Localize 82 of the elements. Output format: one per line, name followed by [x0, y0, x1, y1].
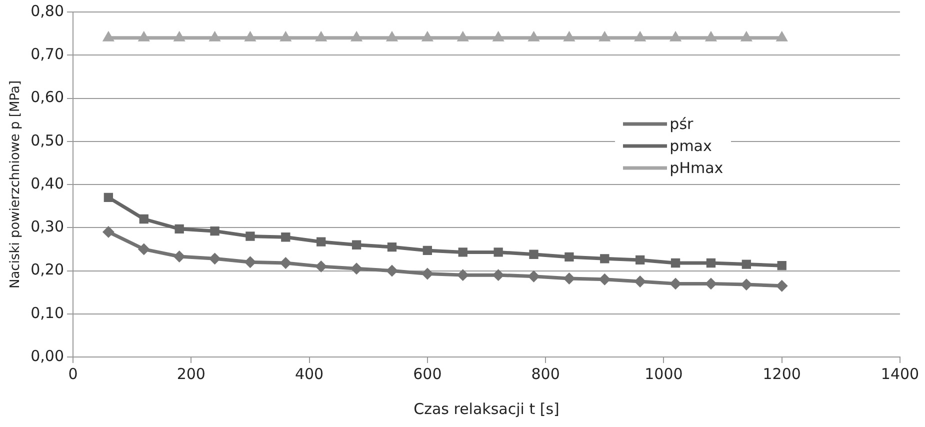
y-tick-label: 0,60	[30, 88, 64, 106]
x-tick-label: 800	[531, 364, 560, 383]
point	[636, 255, 645, 265]
point	[528, 271, 540, 282]
point	[174, 251, 185, 262]
y-tick-label: 0,40	[30, 174, 64, 192]
y-tick-label: 0,70	[30, 45, 64, 64]
point	[564, 32, 574, 42]
point	[280, 258, 291, 268]
point	[387, 242, 397, 252]
point	[386, 266, 398, 276]
legend-label: pmax	[670, 136, 712, 155]
x-tick-label: 1000	[644, 364, 683, 383]
x-tick-label: 0	[68, 364, 78, 383]
point	[670, 278, 681, 289]
point	[316, 261, 326, 272]
point	[742, 260, 751, 269]
point	[210, 32, 220, 42]
point	[316, 237, 326, 246]
x-tick-label: 600	[413, 364, 442, 383]
point	[564, 252, 574, 262]
point	[706, 32, 716, 42]
point	[138, 244, 150, 254]
point	[600, 32, 610, 42]
point	[104, 192, 114, 202]
point	[174, 32, 184, 42]
x-axis-title: Czas relaksacji t [s]	[414, 400, 560, 418]
point	[352, 240, 362, 250]
point	[422, 268, 433, 280]
x-tick-label: 1400	[880, 364, 920, 383]
point	[246, 232, 255, 241]
point	[493, 270, 504, 280]
point	[103, 226, 114, 238]
point	[742, 32, 752, 42]
y-tick-label: 0,20	[30, 260, 64, 279]
point	[458, 270, 468, 280]
point	[244, 256, 256, 268]
point	[706, 258, 716, 268]
y-tick-label: 0,30	[30, 218, 64, 236]
point	[706, 278, 716, 289]
point	[529, 250, 538, 259]
point	[635, 32, 645, 42]
point	[316, 32, 326, 42]
point	[777, 260, 786, 270]
point	[210, 253, 220, 264]
point	[280, 32, 290, 42]
y-axis-title: Naciski powierzchniowe p [MPa]	[8, 80, 24, 289]
point	[281, 232, 290, 242]
x-tick-label: 200	[176, 364, 206, 383]
point	[494, 248, 503, 257]
point	[777, 32, 787, 42]
point	[351, 263, 362, 274]
y-tick-label: 0,00	[30, 346, 64, 365]
point	[210, 226, 220, 236]
legend-label: pśr	[670, 114, 694, 133]
point	[528, 32, 539, 42]
point	[599, 274, 610, 285]
y-tick-label: 0,80	[30, 2, 64, 20]
y-tick-label: 0,10	[30, 304, 64, 322]
point	[352, 32, 362, 42]
point	[422, 32, 432, 42]
point	[600, 254, 610, 264]
point	[634, 276, 646, 287]
point	[458, 248, 468, 257]
point	[387, 32, 397, 42]
x-tick-label: 1200	[762, 364, 801, 383]
point	[104, 32, 114, 42]
point	[776, 280, 788, 292]
point	[458, 32, 468, 42]
point	[422, 246, 432, 256]
point	[245, 32, 255, 42]
point	[670, 32, 680, 42]
point	[494, 32, 504, 42]
point	[139, 214, 148, 224]
y-tick-label: 0,50	[30, 131, 64, 150]
point	[139, 32, 149, 42]
x-tick-label: 400	[294, 364, 324, 383]
legend-label: pHmax	[670, 158, 724, 177]
point	[564, 273, 574, 284]
point	[741, 279, 752, 290]
point	[670, 258, 680, 268]
point	[174, 224, 184, 234]
